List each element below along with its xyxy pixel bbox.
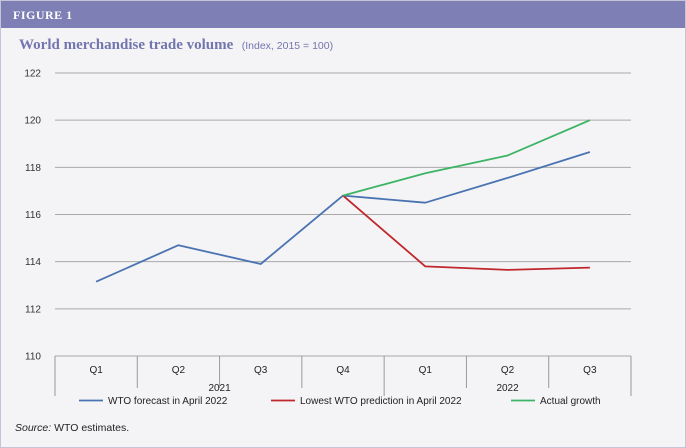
legend-entry: Lowest WTO prediction in April 2022 (300, 396, 462, 407)
y-tick-label: 120 (24, 116, 41, 127)
x-tick-label: Q1 (419, 365, 433, 376)
x-tick-label: Q2 (172, 365, 186, 376)
source-text: WTO estimates. (54, 422, 130, 434)
series-line-2 (342, 194, 590, 271)
legend-entry: Actual growth (540, 396, 601, 407)
x-tick-label: Q3 (254, 365, 268, 376)
series-line-3 (342, 119, 591, 197)
figure-header-bar: FIGURE 1 (1, 1, 685, 28)
y-tick-label: 112 (25, 304, 41, 315)
y-tick-label: 122 (24, 69, 41, 80)
x-tick-label: Q1 (89, 365, 103, 376)
chart-title-block: World merchandise trade volume (Index, 2… (19, 36, 333, 54)
series-line-1 (95, 151, 591, 283)
chart-title: World merchandise trade volume (19, 37, 234, 53)
x-tick-label: Q3 (583, 365, 597, 376)
legend-entry: WTO forecast in April 2022 (108, 396, 228, 407)
y-tick-label: 110 (25, 352, 41, 363)
x-group-label: 2022 (496, 383, 519, 394)
x-group-label: 2021 (208, 383, 231, 394)
y-tick-label: 118 (25, 163, 41, 174)
y-tick-label: 116 (25, 210, 41, 221)
chart-subtitle: (Index, 2015 = 100) (241, 40, 334, 52)
x-tick-label: Q4 (336, 365, 350, 376)
source-note: Source: WTO estimates. (15, 422, 129, 434)
source-label: Source: (15, 422, 52, 434)
x-tick-label: Q2 (501, 365, 515, 376)
figure-label: FIGURE 1 (13, 8, 73, 22)
y-tick-label: 114 (25, 257, 41, 268)
